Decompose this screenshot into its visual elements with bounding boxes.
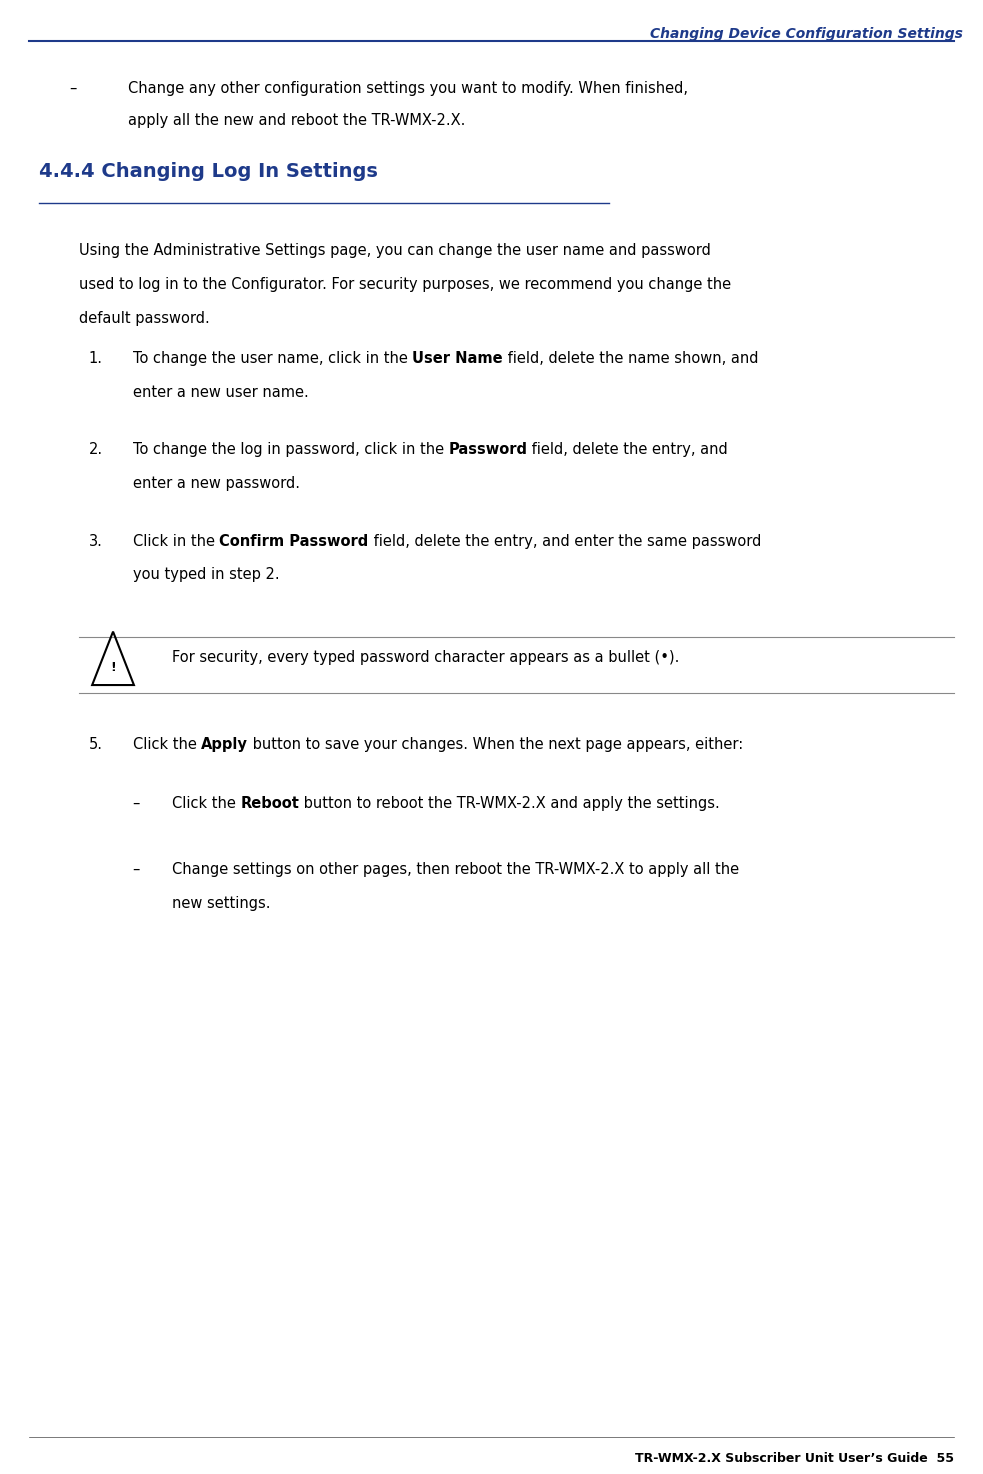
Text: enter a new password.: enter a new password. [133, 476, 300, 491]
Text: Using the Administrative Settings page, you can change the user name and passwor: Using the Administrative Settings page, … [79, 243, 711, 258]
Text: User Name: User Name [412, 351, 503, 366]
Text: field, delete the name shown, and: field, delete the name shown, and [503, 351, 758, 366]
Text: Click the: Click the [133, 737, 202, 752]
Text: Confirm Password: Confirm Password [219, 534, 369, 548]
Text: For security, every typed password character appears as a bullet (•).: For security, every typed password chara… [172, 650, 679, 665]
Text: Click the: Click the [172, 796, 241, 811]
Text: 1.: 1. [88, 351, 102, 366]
Text: enter a new user name.: enter a new user name. [133, 385, 309, 399]
Text: apply all the new and reboot the TR-WMX-2.X.: apply all the new and reboot the TR-WMX-… [128, 113, 465, 128]
Text: 5.: 5. [88, 737, 102, 752]
Text: Apply: Apply [202, 737, 248, 752]
Text: –: – [133, 862, 141, 877]
Text: Click in the: Click in the [133, 534, 219, 548]
Text: –: – [133, 796, 141, 811]
Text: field, delete the entry, and enter the same password: field, delete the entry, and enter the s… [369, 534, 761, 548]
Text: –: – [69, 81, 77, 96]
Text: !: ! [110, 662, 116, 674]
Text: you typed in step 2.: you typed in step 2. [133, 567, 279, 582]
Text: button to reboot the TR-WMX-2.X and apply the settings.: button to reboot the TR-WMX-2.X and appl… [300, 796, 721, 811]
Text: To change the user name, click in the: To change the user name, click in the [133, 351, 412, 366]
Text: 3.: 3. [88, 534, 102, 548]
Text: To change the log in password, click in the: To change the log in password, click in … [133, 442, 448, 457]
Text: new settings.: new settings. [172, 896, 270, 911]
Text: TR-WMX-2.X Subscriber Unit User’s Guide  55: TR-WMX-2.X Subscriber Unit User’s Guide … [634, 1452, 954, 1465]
Text: Change settings on other pages, then reboot the TR-WMX-2.X to apply all the: Change settings on other pages, then reb… [172, 862, 739, 877]
Text: 4.4.4 Changing Log In Settings: 4.4.4 Changing Log In Settings [39, 162, 378, 181]
Text: default password.: default password. [79, 311, 209, 326]
Text: 2.: 2. [88, 442, 102, 457]
Text: field, delete the entry, and: field, delete the entry, and [528, 442, 728, 457]
Text: Reboot: Reboot [241, 796, 300, 811]
Text: button to save your changes. When the next page appears, either:: button to save your changes. When the ne… [248, 737, 743, 752]
Text: Changing Device Configuration Settings: Changing Device Configuration Settings [651, 27, 963, 40]
Text: Password: Password [448, 442, 528, 457]
Text: used to log in to the Configurator. For security purposes, we recommend you chan: used to log in to the Configurator. For … [79, 277, 730, 292]
Text: Change any other configuration settings you want to modify. When finished,: Change any other configuration settings … [128, 81, 688, 96]
